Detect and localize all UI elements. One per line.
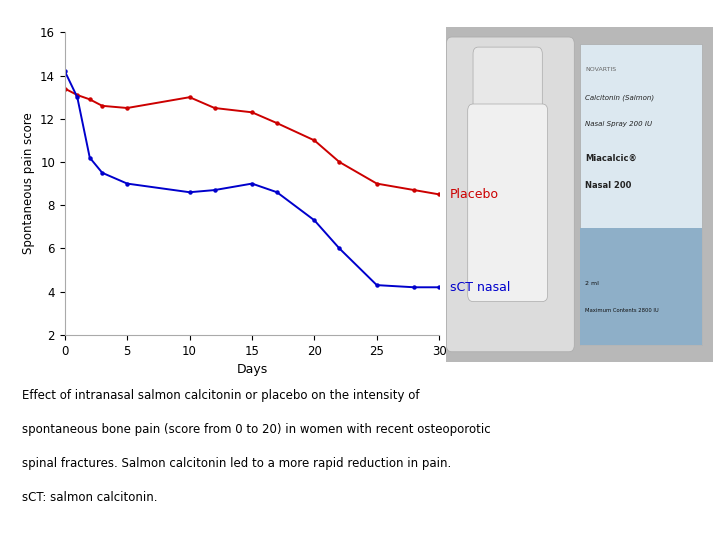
Text: Effect of intranasal salmon calcitonin or placebo on the intensity of: Effect of intranasal salmon calcitonin o… [22,389,419,402]
FancyBboxPatch shape [468,104,548,301]
FancyBboxPatch shape [446,37,575,352]
Text: NOVARTIS: NOVARTIS [585,67,616,72]
Text: Nasal Spray 200 IU: Nasal Spray 200 IU [585,121,652,127]
Text: 2 ml: 2 ml [585,281,599,286]
FancyBboxPatch shape [473,47,542,127]
FancyBboxPatch shape [580,44,702,345]
X-axis label: Days: Days [236,363,268,376]
Text: spinal fractures. Salmon calcitonin led to a more rapid reduction in pain.: spinal fractures. Salmon calcitonin led … [22,457,451,470]
FancyBboxPatch shape [580,228,702,345]
Text: Miacalcic®: Miacalcic® [585,154,636,163]
FancyBboxPatch shape [446,27,713,362]
Text: Calcitonin (Salmon): Calcitonin (Salmon) [585,94,654,100]
Text: Nasal 200: Nasal 200 [585,181,631,190]
Text: sCT: salmon calcitonin.: sCT: salmon calcitonin. [22,491,157,504]
Text: spontaneous bone pain (score from 0 to 20) in women with recent osteoporotic: spontaneous bone pain (score from 0 to 2… [22,423,490,436]
Text: sCT nasal: sCT nasal [450,281,510,294]
Text: Placebo: Placebo [450,188,499,201]
Y-axis label: Spontaneous pain score: Spontaneous pain score [22,113,35,254]
Text: Maximum Contents 2800 IU: Maximum Contents 2800 IU [585,308,659,313]
